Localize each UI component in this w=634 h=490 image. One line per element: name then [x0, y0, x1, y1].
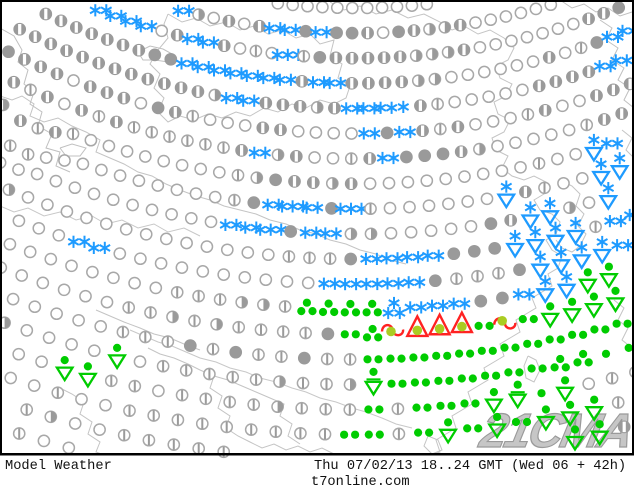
svg-text:21CMA: 21CMA	[475, 404, 634, 457]
